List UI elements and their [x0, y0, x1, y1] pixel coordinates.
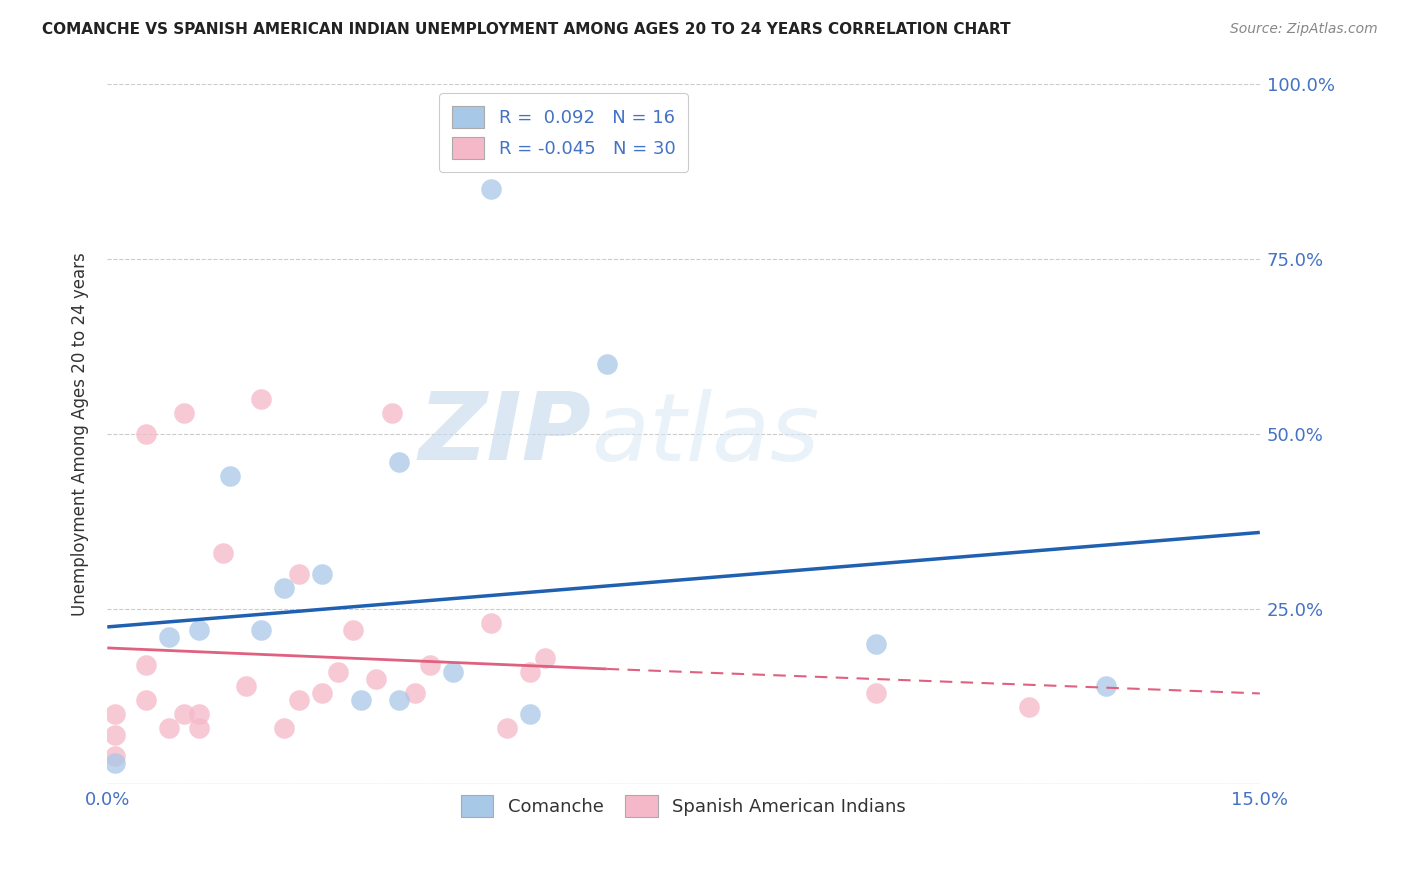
Point — [388, 455, 411, 469]
Point — [388, 693, 411, 707]
Point — [211, 546, 233, 560]
Point — [1018, 700, 1040, 714]
Point — [250, 624, 273, 638]
Point — [519, 665, 541, 680]
Point — [419, 658, 441, 673]
Point — [865, 686, 887, 700]
Point — [273, 722, 295, 736]
Point — [173, 707, 195, 722]
Point — [288, 693, 311, 707]
Point — [104, 707, 127, 722]
Point — [288, 567, 311, 582]
Point — [188, 624, 211, 638]
Point — [381, 406, 404, 420]
Text: ZIP: ZIP — [419, 388, 592, 481]
Point — [157, 722, 180, 736]
Point — [104, 756, 127, 771]
Point — [1095, 680, 1118, 694]
Point — [219, 469, 242, 483]
Legend: Comanche, Spanish American Indians: Comanche, Spanish American Indians — [454, 788, 914, 824]
Point — [235, 680, 257, 694]
Point — [104, 749, 127, 764]
Point — [865, 637, 887, 651]
Point — [311, 567, 333, 582]
Point — [188, 707, 211, 722]
Point — [326, 665, 349, 680]
Point — [596, 358, 619, 372]
Point — [157, 631, 180, 645]
Point — [441, 665, 464, 680]
Point — [188, 722, 211, 736]
Point — [104, 728, 127, 742]
Point — [481, 182, 503, 196]
Point — [366, 673, 388, 687]
Point — [495, 722, 517, 736]
Y-axis label: Unemployment Among Ages 20 to 24 years: Unemployment Among Ages 20 to 24 years — [72, 252, 89, 616]
Point — [534, 651, 557, 665]
Point — [311, 686, 333, 700]
Point — [481, 616, 503, 631]
Point — [173, 406, 195, 420]
Text: atlas: atlas — [592, 389, 820, 480]
Point — [135, 427, 157, 442]
Point — [404, 686, 426, 700]
Point — [273, 582, 295, 596]
Point — [135, 693, 157, 707]
Text: COMANCHE VS SPANISH AMERICAN INDIAN UNEMPLOYMENT AMONG AGES 20 TO 24 YEARS CORRE: COMANCHE VS SPANISH AMERICAN INDIAN UNEM… — [42, 22, 1011, 37]
Point — [135, 658, 157, 673]
Point — [342, 624, 364, 638]
Point — [250, 392, 273, 407]
Point — [519, 707, 541, 722]
Point — [350, 693, 373, 707]
Text: Source: ZipAtlas.com: Source: ZipAtlas.com — [1230, 22, 1378, 37]
